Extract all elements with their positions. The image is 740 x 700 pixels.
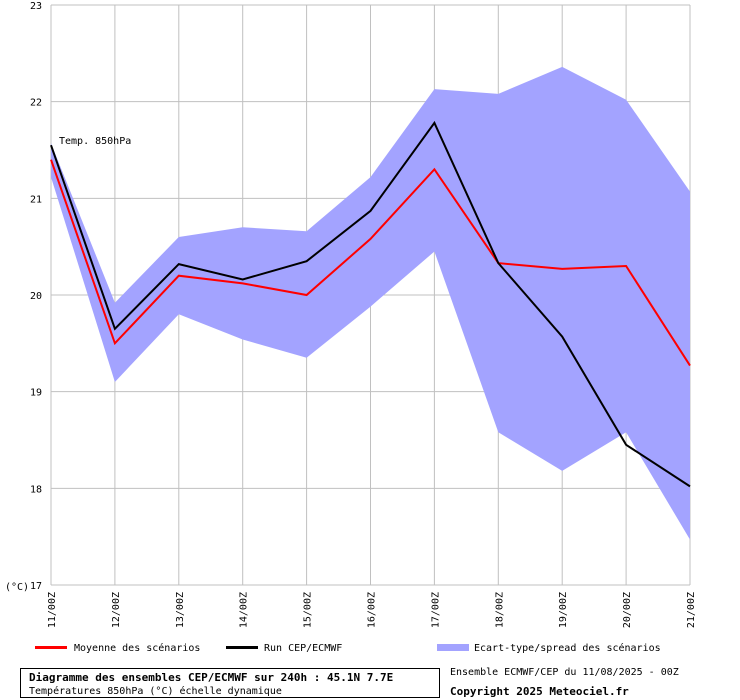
y-tick-labels: 17 18 19 20 21 22 23 (30, 1, 42, 592)
x-tick-labels: 11/00Z 12/00Z 13/00Z 14/00Z 15/00Z 16/00Z 17/0… (47, 592, 697, 628)
footer-title-box: Diagramme des ensembles CEP/ECMWF sur 24… (20, 668, 440, 698)
x-tick-label: 19/00Z (558, 592, 569, 628)
footer-subtitle: Températures 850hPa (°C) échelle dynamiq… (29, 686, 282, 697)
x-tick-label: 15/00Z (303, 592, 314, 628)
x-tick-label: 16/00Z (367, 592, 378, 628)
legend-swatch-run (226, 646, 258, 649)
x-tick-label: 21/00Z (686, 592, 697, 628)
footer-title: Diagramme des ensembles CEP/ECMWF sur 24… (29, 671, 394, 684)
y-tick-label: 20 (30, 291, 42, 302)
legend-swatch-spread (437, 644, 469, 651)
x-tick-label: 11/00Z (47, 592, 58, 628)
y-tick-label: 18 (30, 484, 42, 495)
x-tick-label: 18/00Z (494, 592, 505, 628)
series-line-run (50, 120, 691, 488)
y-tick-label: 21 (30, 194, 42, 205)
x-tick-label: 14/00Z (239, 592, 250, 628)
legend: Moyenne des scénarios Run CEP/ECMWF Ecar… (35, 642, 661, 654)
ensemble-info: Ensemble ECMWF/CEP du 11/08/2025 - 00Z (450, 667, 679, 678)
y-tick-label: 19 (30, 388, 42, 399)
y-tick-label: 23 (30, 1, 42, 12)
x-tick-label: 17/00Z (430, 592, 441, 628)
y-tick-label: 22 (30, 98, 42, 109)
chart-annotation: Temp. 850hPa (59, 136, 131, 147)
series-line-mean (50, 159, 691, 367)
y-unit-label: (°C) (5, 582, 29, 593)
spread-band (51, 66, 690, 540)
x-tick-label: 13/00Z (175, 592, 186, 628)
legend-label-mean: Moyenne des scénarios (74, 642, 200, 654)
legend-label-run: Run CEP/ECMWF (264, 643, 342, 654)
y-tick-label: 17 (30, 581, 42, 592)
legend-swatch-mean (35, 646, 67, 649)
x-tick-label: 12/00Z (111, 592, 122, 628)
copyright: Copyright 2025 Meteociel.fr (450, 685, 629, 698)
x-tick-label: 20/00Z (622, 592, 633, 628)
legend-label-spread: Ecart-type/spread des scénarios (474, 642, 661, 654)
